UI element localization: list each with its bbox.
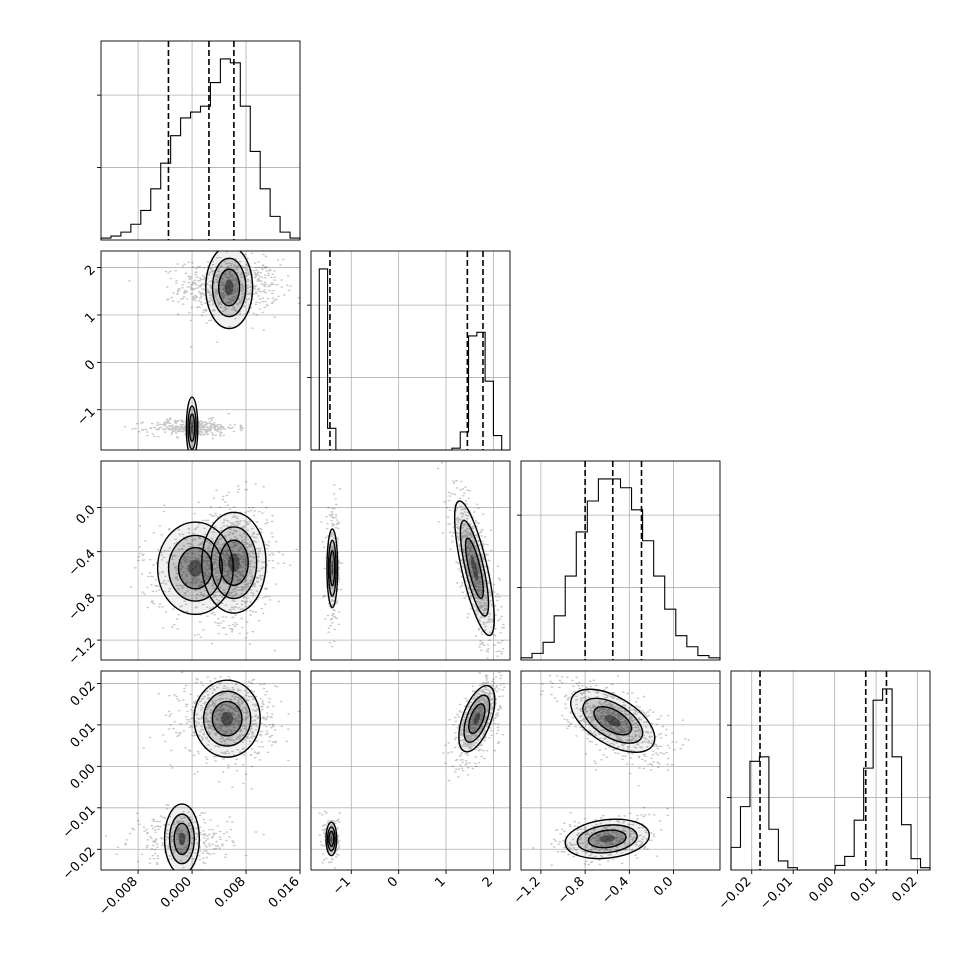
xtick-label-4-1: −0.02 xyxy=(716,874,755,913)
xtick-label-3-1: −1.2 xyxy=(511,874,544,907)
panel-1-2-contour-1-2 xyxy=(211,257,247,318)
xtick-label-3-3: −0.4 xyxy=(599,874,632,907)
ytick-label-4-2: −0.01 xyxy=(60,803,99,842)
panel-1-4-frame xyxy=(100,670,301,871)
panel-1-2-contour-2-3 xyxy=(188,413,196,443)
panel-2-3-contour-1-1 xyxy=(453,500,495,637)
panel-2-3-frame xyxy=(310,460,511,661)
panel-3-4-contour-1-2 xyxy=(582,697,644,744)
hist-2-steps xyxy=(311,268,510,451)
panel-3-4-contour-2-4 xyxy=(599,835,615,843)
xtick-label-3-4: 0.0 xyxy=(651,874,676,899)
panel-2-4-contour-1-2 xyxy=(463,694,491,743)
panel-2-3-contour-2-4 xyxy=(331,561,334,576)
panel-2-4-frame xyxy=(310,670,511,871)
panel-3-4-samples xyxy=(532,675,691,866)
xtick-label-1-1: −0.008 xyxy=(96,874,141,919)
panel-1-3-contour-1-4 xyxy=(227,553,240,572)
hist-3-frame xyxy=(520,460,721,661)
xtick-label-2-1: −1 xyxy=(330,874,354,898)
xtick-label-2-4: 2 xyxy=(480,874,496,890)
panel-2-4-contour-1-4 xyxy=(473,712,481,725)
panel-2-3-contour-1-2 xyxy=(459,519,490,617)
ytick-label-2-2: 0 xyxy=(82,357,98,373)
ytick-label-4-5: 0.02 xyxy=(68,678,99,709)
xtick-label-4-2: −0.01 xyxy=(757,874,796,913)
hist-panel-2 xyxy=(307,250,511,451)
density-panel-1-2 xyxy=(100,250,301,451)
hist-4-frame xyxy=(730,670,931,871)
panel-1-4-contour-2-3 xyxy=(173,822,191,856)
density-panel-3-4 xyxy=(520,670,721,871)
panel-3-4-contour-1-4 xyxy=(605,714,621,727)
xtick-label-3-2: −0.8 xyxy=(555,874,588,907)
ytick-label-4-1: −0.02 xyxy=(60,844,99,883)
xtick-label-4-5: 0.02 xyxy=(889,874,920,905)
ytick-label-3-2: −0.8 xyxy=(66,591,99,624)
ytick-label-3-1: −1.2 xyxy=(66,635,99,668)
hist-panel-3 xyxy=(517,460,721,661)
xtick-label-2-3: 1 xyxy=(432,874,448,890)
hist-1-steps xyxy=(100,58,301,240)
xtick-label-1-3: 0.008 xyxy=(212,874,249,911)
density-panel-1-4 xyxy=(100,670,301,871)
panel-2-3-samples xyxy=(320,462,506,659)
hist-3-steps xyxy=(520,478,721,660)
panel-1-3-frame xyxy=(100,460,301,661)
panel-2-4-samples xyxy=(318,671,506,869)
xtick-label-4-4: 0.01 xyxy=(848,874,879,905)
panel-2-4-contour-2-3 xyxy=(328,830,335,848)
panel-1-4-contour-2-4 xyxy=(178,832,186,846)
density-panel-2-3 xyxy=(310,460,511,661)
xtick-label-1-4: 0.016 xyxy=(266,874,303,911)
panel-2-3-contour-1-3 xyxy=(464,537,485,600)
panel-3-4-contour-1-1 xyxy=(570,688,656,753)
hist-panel-1 xyxy=(97,40,301,241)
ytick-label-3-4: 0.0 xyxy=(73,502,98,527)
panel-3-4-contour-2-1 xyxy=(564,818,650,860)
xtick-label-2-2: 0 xyxy=(385,874,401,890)
panel-1-2-frame xyxy=(100,250,301,451)
panel-1-3-contour-2-2 xyxy=(167,534,224,602)
panel-2-3-contour-2-3 xyxy=(329,549,336,587)
panel-1-2-contour-1-3 xyxy=(217,268,241,307)
hist-panel-4 xyxy=(727,670,931,871)
panel-1-4-contour-2-2 xyxy=(168,813,196,865)
ytick-label-4-3: 0.00 xyxy=(68,761,99,792)
ytick-label-2-3: 1 xyxy=(82,310,98,326)
panel-1-3-contour-2-3 xyxy=(177,546,214,590)
panel-2-4-contour-1-1 xyxy=(458,684,496,753)
xtick-label-1-2: 0.000 xyxy=(158,874,195,911)
panel-1-4-contour-1-4 xyxy=(221,711,234,726)
panel-2-4-contour-1-3 xyxy=(468,703,486,735)
ytick-label-3-3: −0.4 xyxy=(66,547,99,580)
ytick-label-2-1: −1 xyxy=(74,405,98,429)
density-panel-1-3 xyxy=(100,460,301,661)
xtick-label-4-3: 0.00 xyxy=(806,874,837,905)
panel-1-2-contour-1-4 xyxy=(224,279,234,296)
hist-1-frame xyxy=(100,40,301,241)
density-panel-2-4 xyxy=(310,670,511,871)
panel-1-4-contour-1-3 xyxy=(211,700,243,737)
panel-3-4-contour-1-3 xyxy=(593,705,633,736)
panel-2-4-contour-2-4 xyxy=(330,835,333,842)
ytick-label-2-4: 2 xyxy=(82,263,98,279)
panel-1-3-contour-2-4 xyxy=(188,559,203,577)
hist-2-frame xyxy=(310,250,511,451)
panel-2-3-contour-1-4 xyxy=(470,555,479,581)
panel-3-4-contour-2-3 xyxy=(587,829,627,849)
panel-3-4-frame xyxy=(520,670,721,871)
hist-4-steps xyxy=(730,688,931,871)
panel-1-4-contour-1-2 xyxy=(202,690,252,747)
panel-1-3-contour-1-3 xyxy=(218,539,249,586)
ytick-label-4-4: 0.01 xyxy=(68,720,99,751)
panel-1-2-contour-2-4 xyxy=(191,422,194,434)
